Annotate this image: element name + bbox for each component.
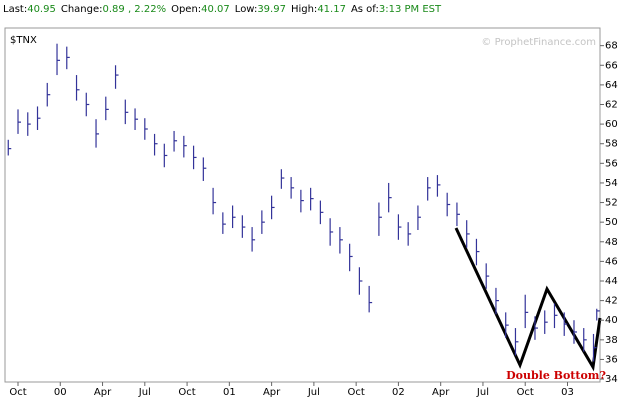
plot-frame — [4, 27, 601, 383]
quote-label: High: — [291, 4, 317, 15]
y-tick-label: 44 — [605, 276, 618, 287]
quote-value: 40.95 — [27, 4, 56, 15]
x-tick-label: Oct — [9, 387, 26, 398]
x-tick-label: Jul — [476, 387, 489, 398]
y-tick-label: 46 — [605, 256, 618, 267]
quote-value: 0.89 , 2.22% — [103, 4, 167, 15]
x-tick-label: Oct — [347, 387, 364, 398]
y-tick-label: 64 — [605, 80, 618, 91]
x-tick-label: Oct — [517, 387, 534, 398]
y-tick-label: 58 — [605, 139, 618, 150]
y-tick-label: 38 — [605, 335, 618, 346]
y-tick-label: 50 — [605, 217, 618, 228]
y-tick-label: 34 — [605, 374, 618, 385]
x-tick-label: Apr — [263, 387, 281, 398]
quote-value: 40.07 — [201, 4, 230, 15]
quote-value: 3:13 PM EST — [379, 4, 442, 15]
pattern-line — [454, 227, 602, 372]
x-tick-label: Jul — [138, 387, 151, 398]
y-tick-label: 42 — [605, 296, 618, 307]
x-tick-label: Jul — [307, 387, 320, 398]
symbol: $TNX — [10, 35, 37, 46]
y-tick-label: 52 — [605, 198, 618, 209]
quote-label: Open: — [171, 4, 201, 15]
x-tick-label: 03 — [561, 387, 574, 398]
y-tick-label: 48 — [605, 237, 618, 248]
quote-header: Last:40.95 Change:0.89 , 2.22% Open:40.07 L… — [3, 4, 442, 15]
y-tick-label: 68 — [605, 41, 618, 52]
x-tick-label: Oct — [178, 387, 195, 398]
y-tick-label: 40 — [605, 315, 618, 326]
quote-label: Last: — [3, 4, 27, 15]
x-tick-label: Apr — [432, 387, 450, 398]
x-tick-label: 00 — [54, 387, 67, 398]
y-tick-label: 56 — [605, 158, 618, 169]
quote-value: 39.97 — [257, 4, 286, 15]
annotation: Double Bottom? — [506, 369, 606, 382]
quote-label: Low: — [235, 4, 258, 15]
y-tick-label: 62 — [605, 99, 618, 110]
y-tick-label: 66 — [605, 60, 618, 71]
x-tick-label: 01 — [223, 387, 236, 398]
watermark: © ProphetFinance.com — [481, 37, 596, 48]
y-tick-label: 60 — [605, 119, 618, 130]
x-tick-label: Apr — [94, 387, 112, 398]
quote-label: Change: — [61, 4, 103, 15]
y-tick-label: 36 — [605, 354, 618, 365]
y-tick-label: 54 — [605, 178, 618, 189]
quote-value: 41.17 — [317, 4, 346, 15]
quote-label: As of: — [351, 4, 379, 15]
x-tick-label: 02 — [392, 387, 405, 398]
